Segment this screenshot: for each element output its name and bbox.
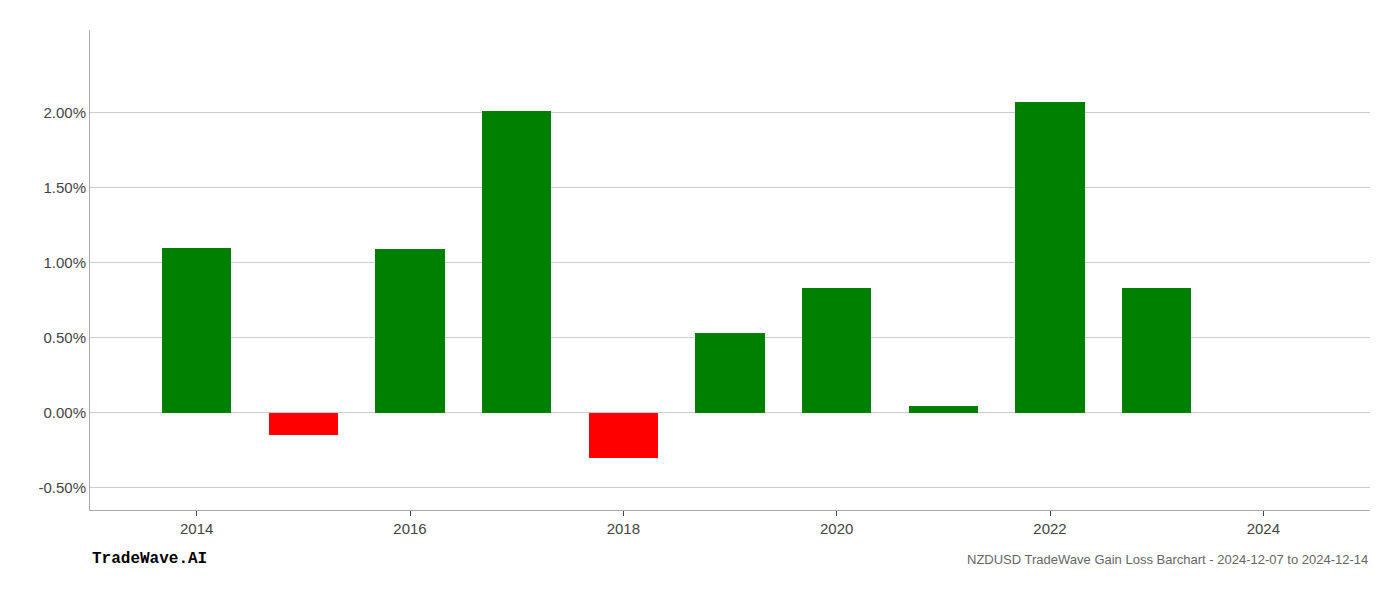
- svg-text:2016: 2016: [393, 520, 426, 537]
- svg-text:NZDUSD TradeWave Gain Loss Bar: NZDUSD TradeWave Gain Loss Barchart - 20…: [967, 552, 1368, 567]
- svg-text:2.00%: 2.00%: [43, 104, 86, 121]
- svg-text:1.00%: 1.00%: [43, 254, 86, 271]
- svg-text:1.50%: 1.50%: [43, 179, 86, 196]
- svg-text:2022: 2022: [1033, 520, 1066, 537]
- svg-text:TradeWave.AI: TradeWave.AI: [92, 550, 207, 568]
- svg-text:2020: 2020: [820, 520, 853, 537]
- svg-text:0.50%: 0.50%: [43, 329, 86, 346]
- svg-text:2014: 2014: [180, 520, 213, 537]
- svg-text:-0.50%: -0.50%: [38, 479, 86, 496]
- svg-text:2024: 2024: [1247, 520, 1280, 537]
- svg-text:2018: 2018: [607, 520, 640, 537]
- svg-text:0.00%: 0.00%: [43, 404, 86, 421]
